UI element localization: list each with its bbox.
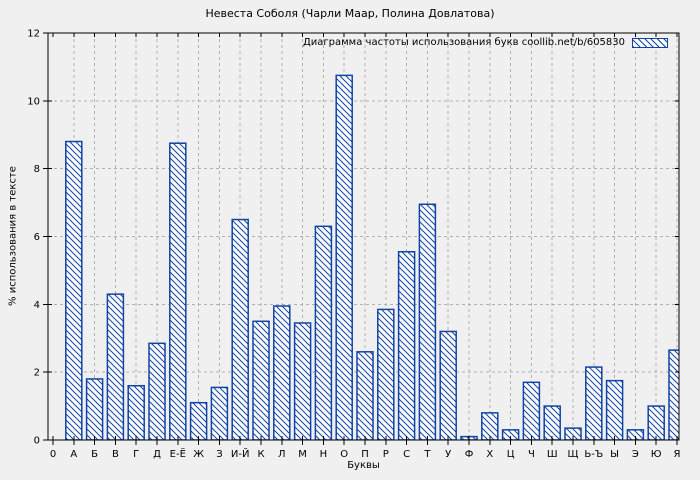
bar-Ю [647,405,665,440]
svg-text:Р: Р [383,449,389,460]
tick-marks [43,32,679,445]
bar-К [252,320,270,440]
bar-Д [148,342,166,440]
bar-Л [273,305,291,440]
bar-Е-Ё [169,142,187,440]
bar-Б [85,378,104,440]
svg-text:М: М [298,449,307,460]
bar-Р [377,308,395,440]
svg-text:А: А [70,449,77,460]
svg-text:Х: Х [486,449,493,460]
svg-text:Г: Г [133,449,139,460]
svg-text:Э: Э [632,449,639,460]
svg-text:10: 10 [27,96,40,107]
bar-Ж [189,401,208,440]
svg-text:К: К [257,449,264,460]
bar-П [356,351,374,440]
svg-text:У: У [445,449,451,460]
svg-text:2: 2 [34,368,40,379]
bar-Щ [564,427,582,440]
bar-М [293,322,312,440]
svg-text:0: 0 [34,436,40,447]
bar-Х [481,412,499,440]
svg-text:З: З [216,449,222,460]
bar-Т [418,203,437,440]
x-tick-labels: 0 А Б В Г Д Е-Ё Ж З И-Й К Л М Н О П Р С Т У Ф Х Ц Ч Ш Щ Ь-Ъ Ы Э Ю Я [50,447,681,460]
bar-Ь-Ъ [585,366,603,440]
bar-Г [127,384,145,440]
x-axis-label: Буквы [347,460,380,471]
bars [65,74,679,440]
svg-text:Ж: Ж [193,449,204,460]
svg-text:Л: Л [278,449,286,460]
svg-text:Ы: Ы [610,449,619,460]
bar-О [335,74,353,440]
svg-text:Ф: Ф [465,449,474,460]
chart-title: Невеста Соболя (Чарли Маар, Полина Довла… [205,7,495,20]
bar-С [397,251,416,440]
svg-text:Н: Н [320,449,328,460]
bar-Я [668,349,679,440]
svg-text:Ь-Ъ: Ь-Ъ [584,449,603,460]
bar-Н [314,225,333,440]
bar-З [210,386,229,440]
svg-text:Т: Т [423,449,431,460]
legend-label: Диаграмма частоты использования букв coo… [302,37,625,48]
bar-Ш [543,405,561,440]
bar-У [439,330,457,440]
svg-text:Б: Б [91,449,98,460]
svg-text:Я: Я [674,449,681,460]
svg-text:12: 12 [27,29,40,40]
svg-text:Д: Д [153,449,161,460]
legend-hatch-swatch-icon [632,37,668,48]
y-tick-labels: 0 2 4 6 8 10 12 [27,29,40,447]
svg-text:Ч: Ч [528,449,535,460]
svg-text:Е-Ё: Е-Ё [170,447,186,460]
bar-В [106,293,125,440]
bar-Э [626,429,645,440]
bar-Ы [605,379,624,440]
svg-text:4: 4 [34,300,40,311]
chart-legend: Диаграмма частоты использования букв coo… [303,37,668,48]
svg-text:Ю: Ю [651,449,662,460]
svg-text:6: 6 [34,232,40,243]
svg-text:Ш: Ш [547,449,558,460]
svg-text:Щ: Щ [568,449,579,460]
svg-text:О: О [340,449,348,460]
bar-И-Й [231,218,249,440]
svg-text:И-Й: И-Й [231,447,250,460]
bar-Ч [522,381,541,440]
svg-text:П: П [361,449,369,460]
bar-Ц [501,429,520,440]
svg-text:Ц: Ц [507,449,515,460]
svg-text:8: 8 [34,164,40,175]
svg-text:В: В [112,449,119,460]
svg-text:0: 0 [50,449,56,460]
bar-А [65,140,83,440]
y-axis-label: % использования в тексте [7,166,19,306]
svg-text:С: С [403,449,410,460]
